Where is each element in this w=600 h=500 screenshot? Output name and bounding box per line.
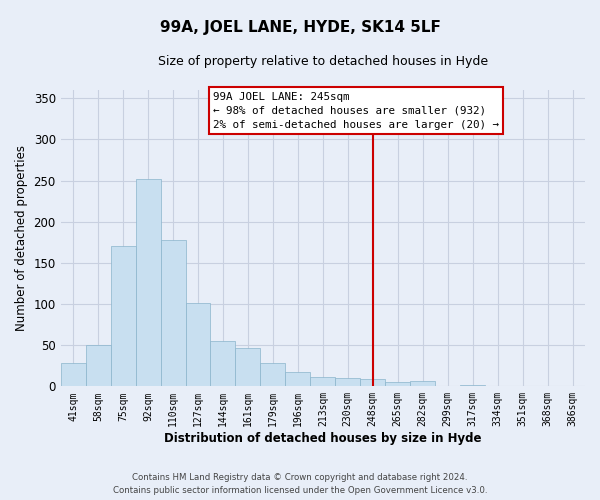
Bar [110, 246, 136, 386]
Text: Contains HM Land Registry data © Crown copyright and database right 2024.
Contai: Contains HM Land Registry data © Crown c… [113, 474, 487, 495]
Bar [136, 179, 161, 386]
Bar [61, 364, 86, 386]
Bar [335, 378, 360, 386]
Bar [410, 382, 435, 386]
Text: 99A, JOEL LANE, HYDE, SK14 5LF: 99A, JOEL LANE, HYDE, SK14 5LF [160, 20, 440, 35]
Bar [260, 364, 286, 386]
Bar [460, 384, 485, 386]
Bar [185, 303, 211, 386]
Bar [86, 345, 110, 387]
Y-axis label: Number of detached properties: Number of detached properties [15, 145, 28, 331]
Bar [310, 378, 335, 386]
Bar [385, 382, 410, 386]
Title: Size of property relative to detached houses in Hyde: Size of property relative to detached ho… [158, 55, 488, 68]
X-axis label: Distribution of detached houses by size in Hyde: Distribution of detached houses by size … [164, 432, 482, 445]
Bar [235, 348, 260, 387]
Bar [360, 379, 385, 386]
Bar [211, 341, 235, 386]
Bar [286, 372, 310, 386]
Bar [161, 240, 185, 386]
Text: 99A JOEL LANE: 245sqm
← 98% of detached houses are smaller (932)
2% of semi-deta: 99A JOEL LANE: 245sqm ← 98% of detached … [213, 92, 499, 130]
